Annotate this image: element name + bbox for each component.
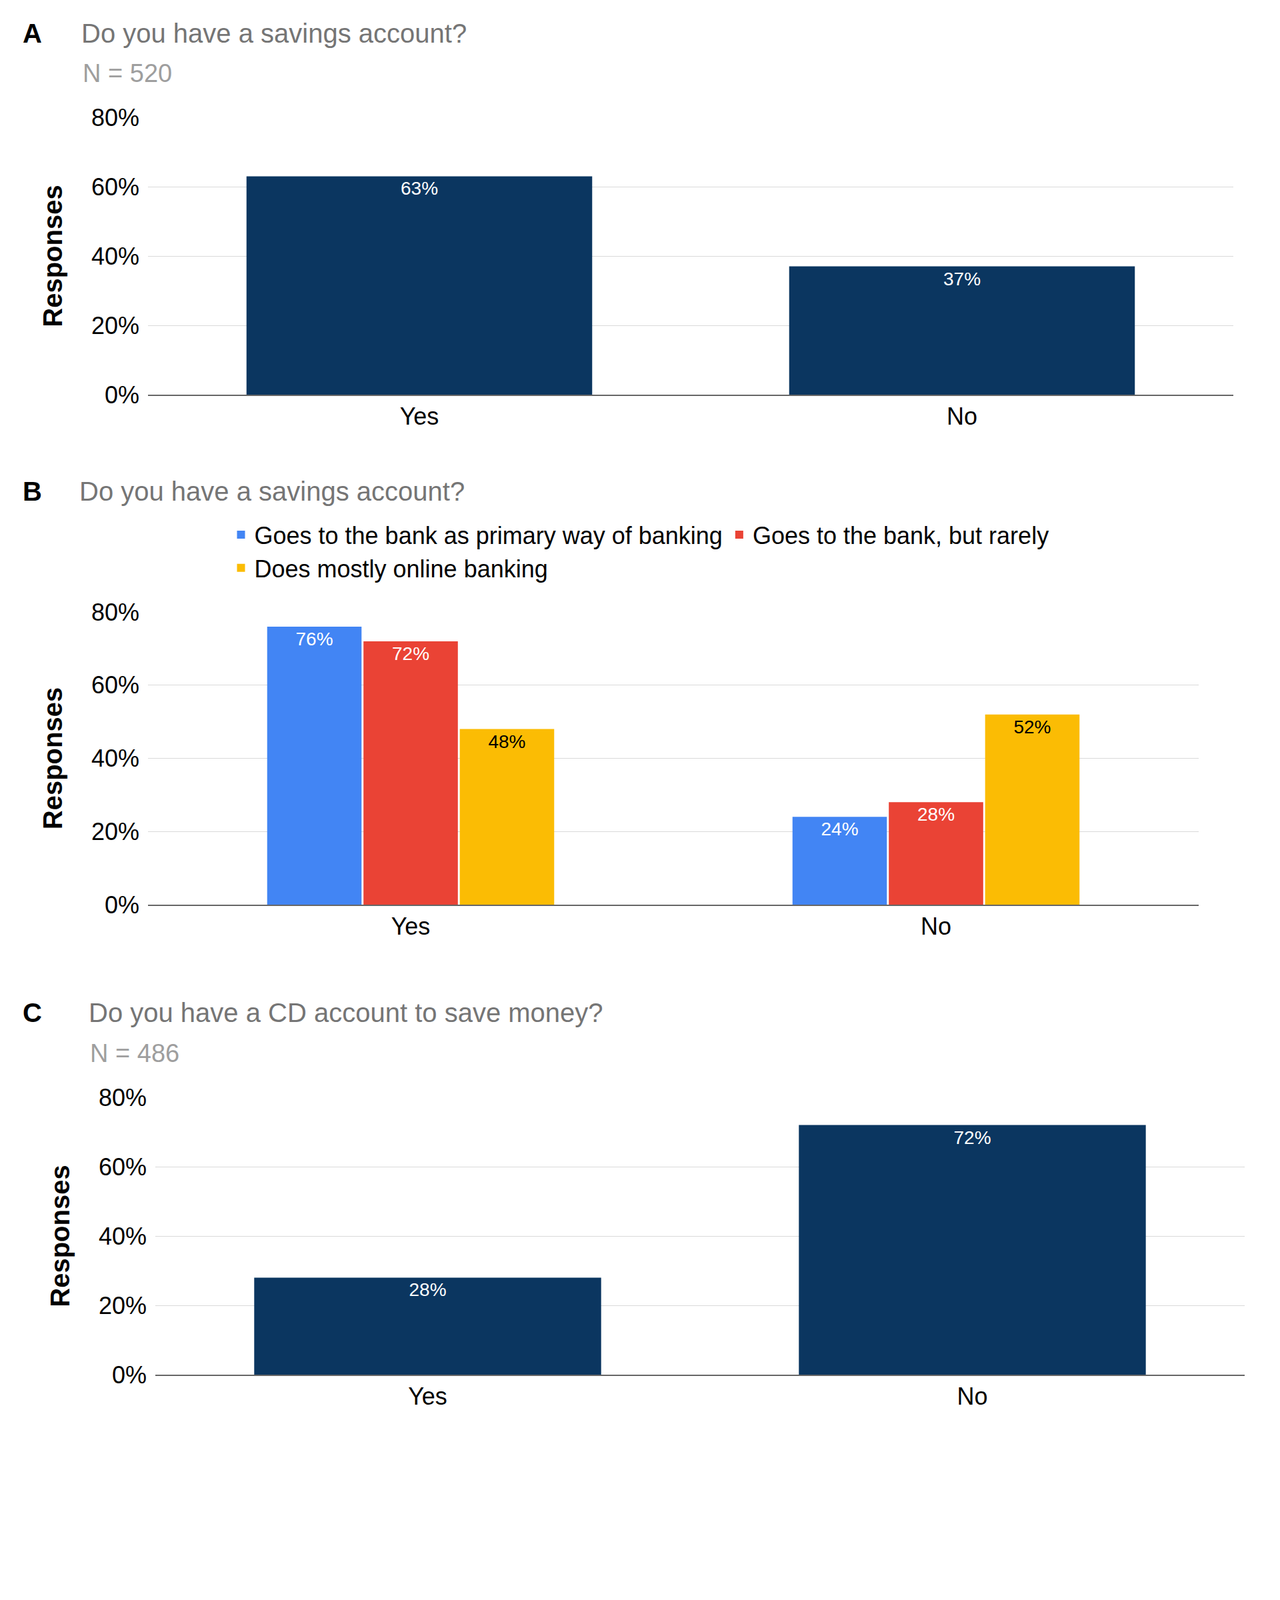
svg-text:No: No — [956, 1382, 988, 1410]
svg-text:A: A — [22, 18, 42, 48]
svg-text:Responses: Responses — [38, 687, 68, 830]
svg-text:Goes to the bank as primary wa: Goes to the bank as primary way of banki… — [254, 522, 723, 550]
svg-text:60%: 60% — [91, 173, 140, 201]
svg-text:24%: 24% — [821, 818, 859, 840]
svg-text:20%: 20% — [98, 1292, 147, 1320]
svg-text:N = 520: N = 520 — [82, 59, 172, 88]
svg-text:28%: 28% — [408, 1279, 446, 1300]
svg-text:60%: 60% — [91, 671, 140, 699]
svg-text:40%: 40% — [98, 1222, 147, 1250]
svg-text:80%: 80% — [91, 104, 140, 132]
svg-text:37%: 37% — [943, 268, 981, 290]
svg-text:80%: 80% — [98, 1084, 147, 1112]
svg-text:B: B — [22, 476, 42, 506]
svg-text:Responses: Responses — [38, 184, 68, 327]
svg-text:28%: 28% — [917, 804, 955, 825]
svg-text:Does mostly online banking: Does mostly online banking — [254, 555, 548, 583]
svg-text:0%: 0% — [104, 891, 140, 919]
svg-text:Yes: Yes — [391, 912, 431, 940]
svg-text:48%: 48% — [488, 731, 526, 752]
svg-text:Responses: Responses — [45, 1164, 75, 1307]
svg-text:0%: 0% — [104, 381, 140, 409]
svg-text:N = 486: N = 486 — [90, 1039, 180, 1068]
svg-text:No: No — [946, 402, 978, 430]
svg-text:80%: 80% — [91, 598, 140, 626]
svg-text:20%: 20% — [91, 818, 140, 846]
svg-text:72%: 72% — [392, 643, 430, 664]
svg-text:63%: 63% — [400, 178, 438, 199]
svg-text:Goes to the bank, but rarely: Goes to the bank, but rarely — [752, 522, 1049, 550]
svg-text:C: C — [22, 998, 42, 1028]
svg-text:76%: 76% — [296, 628, 334, 650]
svg-text:Do you have a savings account?: Do you have a savings account? — [81, 18, 467, 48]
svg-text:20%: 20% — [91, 312, 140, 340]
svg-text:0%: 0% — [112, 1361, 147, 1389]
svg-text:Do you have a savings account?: Do you have a savings account? — [79, 476, 465, 506]
svg-text:Yes: Yes — [400, 402, 440, 430]
svg-text:Do you have a CD account to sa: Do you have a CD account to save money? — [88, 998, 604, 1028]
svg-text:40%: 40% — [91, 242, 140, 270]
svg-text:Yes: Yes — [408, 1382, 448, 1410]
svg-text:72%: 72% — [953, 1127, 991, 1148]
svg-text:No: No — [920, 912, 952, 940]
svg-text:60%: 60% — [98, 1153, 147, 1181]
svg-text:52%: 52% — [1013, 716, 1051, 738]
svg-text:40%: 40% — [91, 744, 140, 772]
